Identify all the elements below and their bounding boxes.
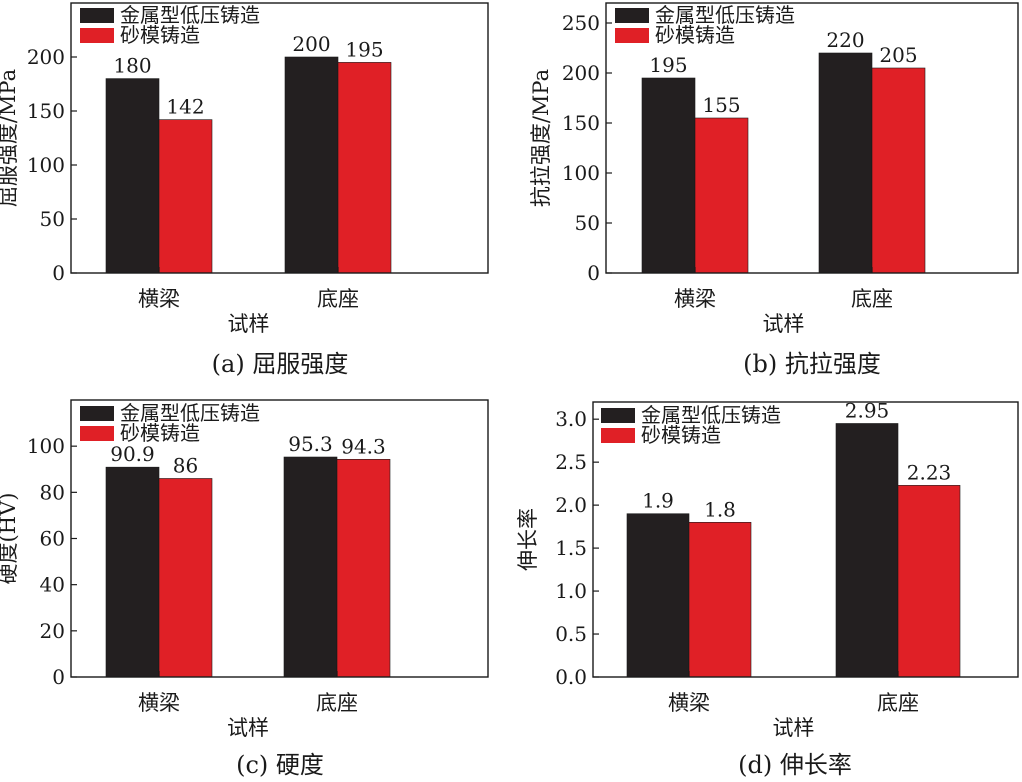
chart-3-caption: (d) 伸长率 bbox=[738, 751, 852, 779]
chart-2-ytick-label-1: 20 bbox=[40, 619, 65, 643]
chart-3-ytick-label-5: 2.5 bbox=[555, 450, 587, 474]
chart-3-bar-s1-c0 bbox=[688, 522, 752, 678]
chart-0-x-axis-title: 试样 bbox=[228, 312, 270, 336]
chart-1-caption: (b) 抗拉强度 bbox=[743, 350, 881, 378]
chart-2-bar-s0-c1 bbox=[283, 456, 338, 678]
chart-3-bar-s0-c0 bbox=[626, 513, 690, 678]
chart-1-bar-s0-c0 bbox=[641, 77, 696, 274]
chart-2-legend-label-1: 砂模铸造 bbox=[120, 421, 200, 445]
chart-0-ytick-label-4: 200 bbox=[27, 45, 65, 69]
chart-3-legend-swatch-1 bbox=[601, 428, 635, 443]
chart-1-bar-s1-c1 bbox=[871, 67, 926, 274]
chart-1-legend-swatch-0 bbox=[615, 8, 649, 23]
chart-1-ytick-label-2: 100 bbox=[562, 161, 600, 185]
chart-0-category-label-0: 横梁 bbox=[138, 287, 180, 311]
chart-0-caption: (a) 屈服强度 bbox=[212, 350, 349, 378]
chart-1-ytick-label-3: 150 bbox=[562, 111, 600, 135]
chart-1-category-label-0: 横梁 bbox=[674, 287, 716, 311]
chart-2-legend-swatch-1 bbox=[80, 426, 114, 441]
chart-3-data-label-s1-c1: 2.23 bbox=[907, 460, 952, 484]
chart-1-data-label-s0-c1: 220 bbox=[826, 28, 864, 52]
chart-1-axis-frame bbox=[605, 2, 1019, 274]
chart-0-bar-s0-c1 bbox=[284, 56, 339, 274]
chart-3-ytick-label-4: 2.0 bbox=[555, 493, 587, 517]
chart-2-caption: (c) 硬度 bbox=[236, 751, 324, 779]
chart-2-legend-swatch-0 bbox=[80, 406, 114, 421]
chart-1-ytick-label-0: 0 bbox=[587, 261, 600, 285]
chart-3-legend-label-0: 金属型低压铸造 bbox=[641, 403, 781, 427]
chart-2-ytick-label-5: 100 bbox=[27, 434, 65, 458]
chart-3-bar-s0-c1 bbox=[835, 423, 899, 678]
chart-0-bar-s1-c0 bbox=[158, 119, 213, 274]
panel-elongation: 1.92.951.82.230.00.51.01.52.02.53.0横梁 底座试… bbox=[516, 398, 1019, 779]
chart-2-data-label-s0-c0: 90.9 bbox=[110, 442, 155, 466]
chart-2-x-axis-title: 试样 bbox=[227, 716, 269, 740]
chart-1-data-label-s1-c0: 155 bbox=[702, 93, 740, 117]
chart-1-legend-label-0: 金属型低压铸造 bbox=[655, 3, 795, 27]
chart-0-bar-s0-c0 bbox=[105, 78, 160, 274]
chart-0-bar-s1-c1 bbox=[337, 62, 392, 274]
chart-2-data-label-s1-c1: 94.3 bbox=[341, 434, 386, 458]
chart-0-legend-label-1: 砂模铸造 bbox=[120, 23, 200, 47]
chart-0-ytick-label-1: 50 bbox=[40, 207, 65, 231]
chart-3-legend-label-1: 砂模铸造 bbox=[641, 423, 721, 447]
chart-0-y-axis-title: 屈服强度/MPa bbox=[0, 69, 20, 207]
chart-1-ytick-label-5: 250 bbox=[562, 11, 600, 35]
chart-2-bar-s0-c0 bbox=[105, 466, 160, 678]
chart-3-data-label-s0-c0: 1.9 bbox=[642, 489, 674, 513]
chart-1-legend-swatch-1 bbox=[615, 28, 649, 43]
chart-0-axis-frame bbox=[70, 2, 489, 274]
chart-3-axis-frame bbox=[592, 401, 1019, 678]
chart-3-ytick-label-6: 3.0 bbox=[555, 407, 587, 431]
chart-2-bar-s1-c0 bbox=[158, 478, 213, 678]
chart-3-data-label-s1-c0: 1.8 bbox=[704, 497, 736, 521]
chart-3-x-axis-title: 试样 bbox=[773, 716, 815, 740]
chart-0-legend-swatch-1 bbox=[80, 28, 114, 43]
chart-2-y-axis-title: 硬度(HV) bbox=[0, 493, 20, 585]
chart-2-data-label-s1-c0: 86 bbox=[173, 453, 198, 477]
chart-3-category-label-1: 底座 bbox=[877, 691, 919, 715]
chart-1-ytick-label-1: 50 bbox=[575, 211, 600, 235]
chart-1-legend-label-1: 砂模铸造 bbox=[655, 23, 735, 47]
chart-1-bar-s1-c0 bbox=[694, 117, 749, 274]
chart-2-ytick-label-0: 0 bbox=[52, 665, 65, 689]
chart-0-data-label-s1-c1: 195 bbox=[345, 37, 383, 61]
chart-2-ytick-label-3: 60 bbox=[40, 527, 65, 551]
chart-1-bar-s0-c1 bbox=[818, 52, 873, 274]
chart-0-data-label-s0-c1: 200 bbox=[292, 32, 330, 56]
chart-3-ytick-label-2: 1.0 bbox=[555, 579, 587, 603]
chart-3-bar-s1-c1 bbox=[897, 485, 961, 678]
chart-2-data-label-s0-c1: 95.3 bbox=[288, 432, 333, 456]
chart-0-legend-label-0: 金属型低压铸造 bbox=[120, 3, 260, 27]
chart-2-legend-label-0: 金属型低压铸造 bbox=[120, 401, 260, 425]
chart-2-ytick-label-4: 80 bbox=[40, 480, 65, 504]
chart-0-ytick-label-3: 150 bbox=[27, 99, 65, 123]
chart-0-legend-swatch-0 bbox=[80, 8, 114, 23]
chart-3-ytick-label-0: 0.0 bbox=[555, 665, 587, 689]
chart-0-data-label-s0-c0: 180 bbox=[113, 54, 151, 78]
chart-1-x-axis-title: 试样 bbox=[763, 312, 805, 336]
chart-0-ytick-label-0: 0 bbox=[52, 261, 65, 285]
chart-1-data-label-s0-c0: 195 bbox=[649, 53, 687, 77]
chart-3-legend-swatch-0 bbox=[601, 408, 635, 423]
chart-0-ytick-label-2: 100 bbox=[27, 153, 65, 177]
chart-1-category-label-1: 底座 bbox=[851, 287, 893, 311]
chart-0-data-label-s1-c0: 142 bbox=[166, 95, 204, 119]
chart-2-bar-s1-c1 bbox=[336, 459, 391, 678]
chart-2-category-label-1: 底座 bbox=[316, 691, 358, 715]
chart-1-data-label-s1-c1: 205 bbox=[879, 43, 917, 67]
chart-0-category-label-1: 底座 bbox=[317, 287, 359, 311]
chart-1-ytick-label-4: 200 bbox=[562, 61, 600, 85]
chart-3-ytick-label-3: 1.5 bbox=[555, 536, 587, 560]
chart-3-y-axis-title: 伸长率 bbox=[516, 508, 540, 571]
chart-1-y-axis-title: 抗拉强度/MPa bbox=[529, 69, 553, 207]
chart-3-category-label-0: 横梁 bbox=[668, 691, 710, 715]
chart-3-ytick-label-1: 0.5 bbox=[555, 622, 587, 646]
chart-2-category-label-0: 横梁 bbox=[138, 691, 180, 715]
chart-2-ytick-label-2: 40 bbox=[40, 573, 65, 597]
